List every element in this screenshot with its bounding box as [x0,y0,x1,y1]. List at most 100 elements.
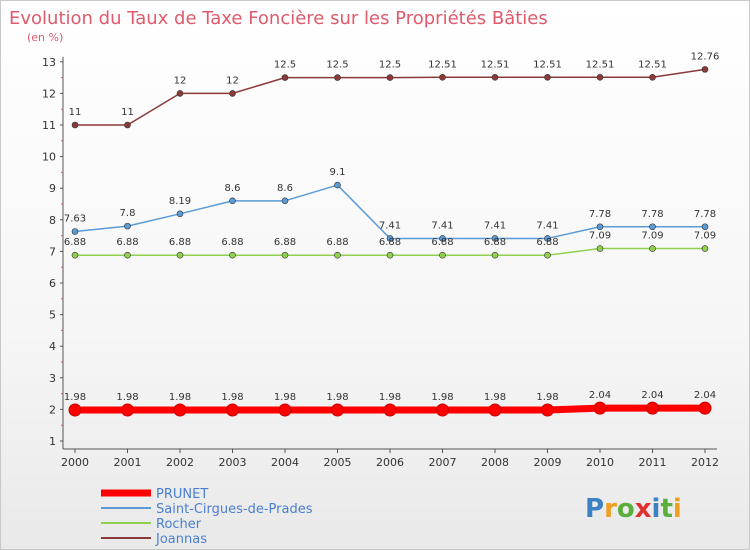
data-point [124,121,131,129]
data-point [491,235,499,242]
data-point [439,235,446,242]
data-point [226,403,239,417]
data-point [386,74,394,81]
data-label: 1.98 [274,392,296,403]
data-label: 1.98 [221,392,243,403]
data-point [124,251,131,259]
data-point [596,245,604,252]
data-label: 2.04 [694,390,716,401]
x-tick-label: 2010 [586,456,614,469]
data-label: 7.78 [694,209,716,220]
data-point [596,223,604,231]
data-point [698,401,712,415]
data-label: 6.88 [169,237,191,248]
data-label: 6.88 [274,237,296,248]
x-tick-label: 2004 [271,456,299,469]
data-label: 12.5 [326,60,348,71]
data-label: 11 [69,107,82,118]
data-label: 2.04 [589,390,611,401]
x-tick-label: 2008 [481,456,509,469]
data-label: 1.98 [64,392,86,403]
data-point [593,401,607,415]
data-label: 1.98 [536,392,558,403]
data-point [544,73,551,81]
data-point [331,403,344,417]
legend: PRUNETSaint-Cirgues-de-PradesRocherJoann… [101,487,313,547]
chart-subtitle: (en %) [27,31,63,44]
y-tick-label: 5 [49,309,56,322]
data-label: 7.09 [694,231,716,242]
data-point [334,181,341,189]
data-label: 6.88 [116,237,138,248]
data-label: 8.19 [169,196,191,207]
data-point [649,73,656,81]
data-point [701,245,709,252]
data-label: 7.41 [484,220,506,231]
data-label: 6.88 [536,237,558,248]
data-label: 7.09 [589,231,611,242]
chart-title: Evolution du Taux de Taxe Foncière sur l… [9,8,548,29]
x-tick-label: 2009 [534,456,562,469]
data-point [386,235,394,242]
y-tick-label: 1 [49,435,56,448]
data-label: 7.63 [64,213,86,224]
data-label: 6.88 [431,237,453,248]
data-point [334,74,341,81]
data-point [544,235,551,242]
y-tick-label: 8 [49,214,56,227]
data-point [649,223,656,231]
y-tick-label: 11 [42,119,56,132]
y-tick-label: 3 [49,372,56,385]
data-label: 7.8 [120,208,136,219]
data-point [121,403,134,417]
data-point [176,90,184,97]
data-label: 1.98 [379,392,401,403]
data-label: 6.88 [64,237,86,248]
proxiti-logo: Proxiti [585,494,682,524]
data-point [334,251,341,259]
legend-label: Saint-Cirgues-de-Prades [156,502,313,517]
data-point [646,401,659,415]
y-tick-label: 7 [49,245,56,258]
legend-label: Joannas [155,532,207,547]
data-label: 12.76 [691,51,720,62]
data-label: 6.88 [326,237,348,248]
data-label: 9.1 [330,167,346,178]
data-label: 1.98 [431,392,453,403]
data-point [71,228,79,235]
x-tick-label: 2011 [639,456,667,469]
data-point [68,403,82,417]
data-label: 7.41 [536,220,558,231]
data-point [281,74,289,81]
data-point [491,73,499,81]
data-label: 6.88 [379,237,401,248]
data-point [436,403,449,417]
data-point [124,222,131,230]
data-point [383,403,397,417]
data-label-layer: 11 11 12 12 12.5 12.5 12.5 12.51 12.51 12.51 12.51… [64,51,719,403]
data-point [541,403,554,417]
data-point [229,251,236,259]
data-label: 1.98 [116,392,138,403]
data-label: 12 [174,75,187,86]
data-label: 6.88 [221,237,243,248]
data-point [386,251,394,259]
y-tick-label: 13 [42,56,56,69]
data-point [229,197,236,205]
data-point [278,403,292,417]
x-tick-label: 2006 [376,456,404,469]
x-tick-label: 2001 [114,456,142,469]
y-tick-label: 2 [49,403,56,416]
x-tick-label: 2012 [691,456,719,469]
data-point [596,73,604,81]
data-label: 11 [121,107,134,118]
data-label: 12.51 [481,59,510,70]
data-point [71,251,79,259]
data-point [71,121,79,129]
data-point [229,90,236,97]
legend-label: PRUNET [156,487,208,502]
data-point [544,251,551,259]
data-label: 1.98 [484,392,506,403]
